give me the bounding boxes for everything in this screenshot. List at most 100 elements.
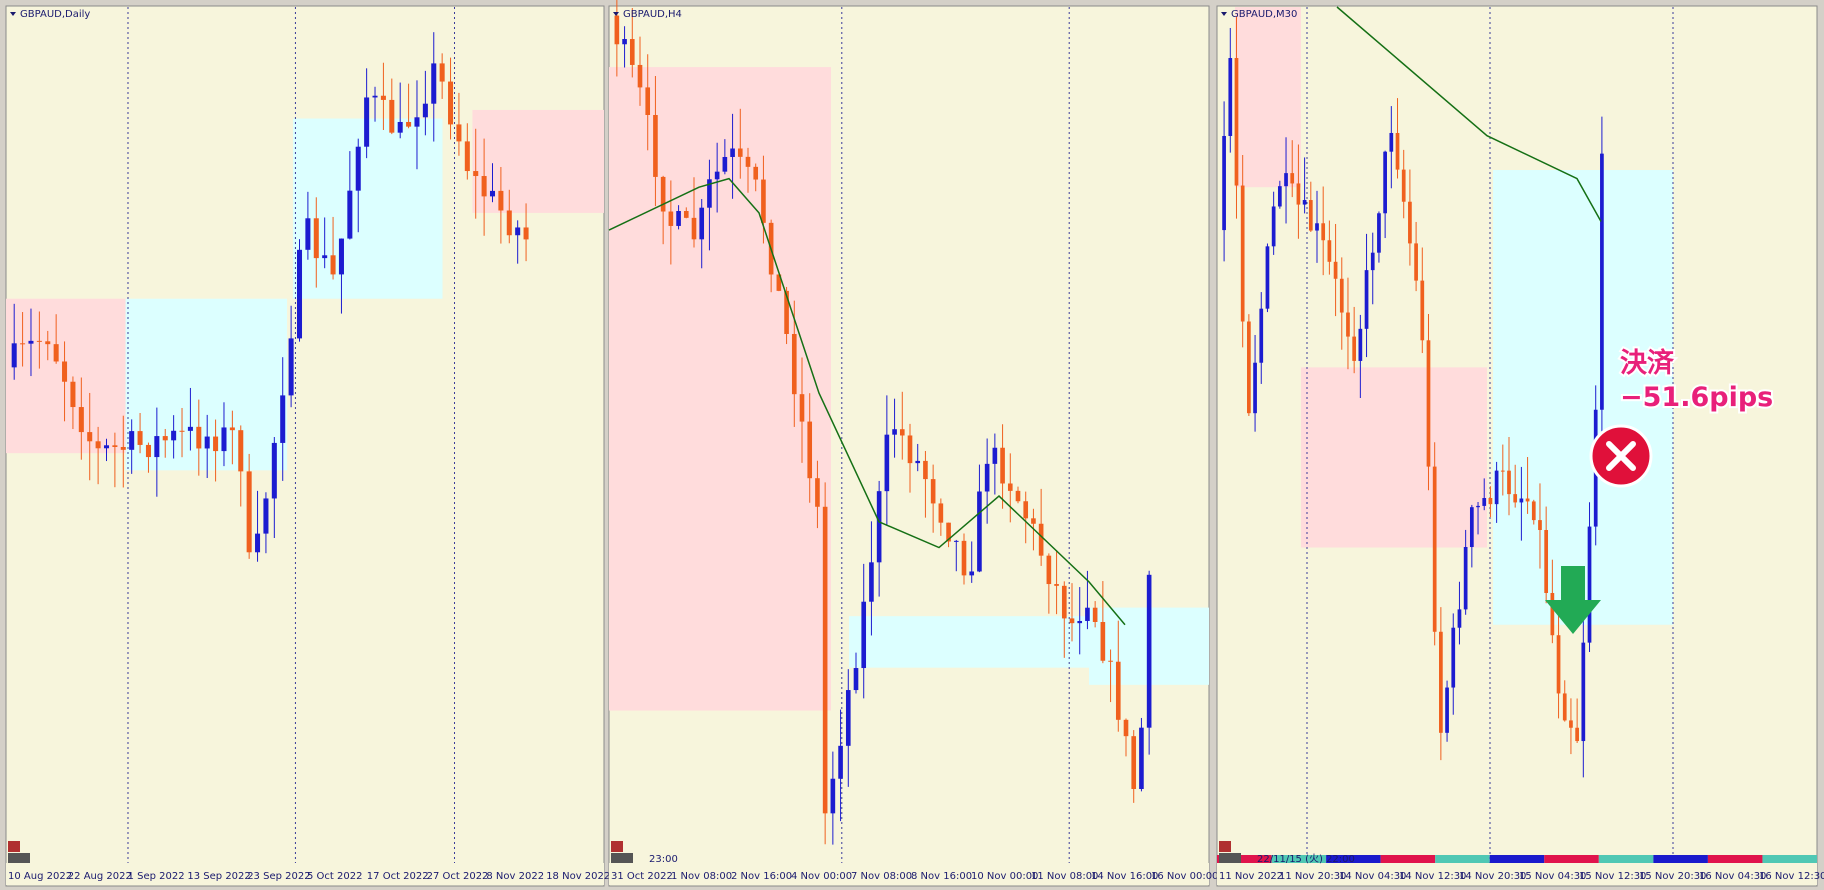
candle-body xyxy=(1139,727,1144,790)
candle-body xyxy=(263,498,269,534)
x-axis-label: 8 Nov 2022 xyxy=(486,871,544,882)
candle-body xyxy=(1550,592,1555,636)
x-axis-label: 7 Nov 08:00 xyxy=(851,871,912,882)
candle-body xyxy=(629,39,635,65)
candle-body xyxy=(676,211,681,226)
candle-body xyxy=(1296,183,1301,205)
candle-body xyxy=(1445,687,1449,733)
x-axis-label: 15 Nov 04:30 xyxy=(1519,871,1586,882)
x-axis-label: 4 Nov 00:00 xyxy=(791,871,852,882)
x-axis-label: 10 Aug 2022 xyxy=(8,871,72,882)
candle-body xyxy=(1414,243,1418,281)
annotation-line2: −51.6pips xyxy=(1620,382,1773,413)
candle-body xyxy=(246,471,252,553)
candle-body xyxy=(1100,622,1106,661)
toolbar-icon xyxy=(1219,853,1241,863)
zone xyxy=(609,67,831,711)
candle-body xyxy=(907,435,913,464)
zone xyxy=(1301,367,1487,548)
session-bar xyxy=(1489,855,1545,863)
candle-body xyxy=(1247,321,1251,414)
candle-body xyxy=(288,338,294,396)
candle-body xyxy=(1265,246,1270,309)
x-axis-label: 14 Nov 12:30 xyxy=(1399,871,1466,882)
candle-body xyxy=(1271,206,1276,247)
candle-body xyxy=(1531,501,1536,521)
candle-body xyxy=(653,114,658,177)
candle-body xyxy=(481,176,487,197)
candle-body xyxy=(799,394,805,422)
candle-body xyxy=(1457,609,1462,628)
candle-body xyxy=(154,436,160,458)
candle-body xyxy=(1364,270,1369,329)
candle-body xyxy=(1525,498,1530,502)
zone xyxy=(293,118,443,299)
session-bar xyxy=(1598,855,1654,863)
session-bar xyxy=(1217,855,1272,863)
candle-body xyxy=(984,463,990,492)
candle-body xyxy=(737,148,743,157)
candle-body xyxy=(36,340,42,342)
candle-body xyxy=(1061,585,1067,619)
candle-body xyxy=(162,436,168,441)
candle-body xyxy=(305,218,311,250)
candle-body xyxy=(53,344,59,362)
candle-body xyxy=(1146,574,1152,728)
candle-body xyxy=(213,436,219,452)
candle-body xyxy=(969,571,975,576)
candle-body xyxy=(784,290,789,334)
candle-body xyxy=(1253,362,1257,414)
moving-average xyxy=(608,177,1126,626)
x-axis-label: 1 Sep 2022 xyxy=(128,871,185,882)
candle-body xyxy=(137,431,143,445)
candle-body xyxy=(791,333,797,395)
x-axis-label: 14 Nov 20:30 xyxy=(1459,871,1526,882)
candle-body xyxy=(869,562,874,602)
candle-body xyxy=(1327,240,1332,262)
candle-body xyxy=(523,227,529,240)
candle-body xyxy=(707,179,712,208)
candle-body xyxy=(1469,507,1474,548)
time-label: 22/11/15 (火) 22:00 xyxy=(1257,853,1355,865)
candle-body xyxy=(1031,518,1036,524)
title-arrow xyxy=(613,12,619,16)
x-axis-label: 14 Nov 16:00 xyxy=(1091,871,1158,882)
x-axis-label: 23 Sep 2022 xyxy=(247,871,310,882)
candle-body xyxy=(1339,278,1344,313)
candle-body xyxy=(1463,547,1468,610)
candle-body xyxy=(1092,607,1098,623)
candle-body xyxy=(1377,213,1381,253)
x-axis-label: 14 Nov 04:30 xyxy=(1339,871,1406,882)
x-axis-label: 10 Nov 00:00 xyxy=(971,871,1038,882)
session-bar xyxy=(1435,855,1490,863)
candle-body xyxy=(28,340,34,344)
candle-body xyxy=(853,668,859,691)
candle-body xyxy=(103,445,110,449)
moving-average xyxy=(1336,6,1602,222)
candle-body xyxy=(448,81,454,125)
candle-body xyxy=(330,255,336,275)
candle-body xyxy=(1302,200,1307,205)
x-axis-label: 1 Nov 08:00 xyxy=(671,871,732,882)
candle-body xyxy=(1507,470,1511,495)
candle-body xyxy=(95,441,101,449)
candle-body xyxy=(1308,200,1313,231)
candle-body xyxy=(1569,720,1573,728)
candle-body xyxy=(11,343,17,368)
panel-title: GBPAUD,M30 xyxy=(1231,9,1297,20)
candle-body xyxy=(753,166,759,180)
candle-body xyxy=(915,460,921,464)
candle-body xyxy=(70,381,76,408)
candle-body xyxy=(1370,252,1375,271)
candle-body xyxy=(1277,186,1282,207)
candle-body xyxy=(364,97,370,147)
x-axis-label: 16 Nov 12:30 xyxy=(1759,871,1824,882)
candle-body xyxy=(1284,173,1288,187)
candle-body xyxy=(422,103,428,118)
session-bar xyxy=(1653,855,1708,863)
candle-body xyxy=(1222,135,1226,231)
x-axis-label: 15 Nov 12:30 xyxy=(1579,871,1646,882)
candle-body xyxy=(876,491,882,563)
candle-body xyxy=(414,117,420,127)
